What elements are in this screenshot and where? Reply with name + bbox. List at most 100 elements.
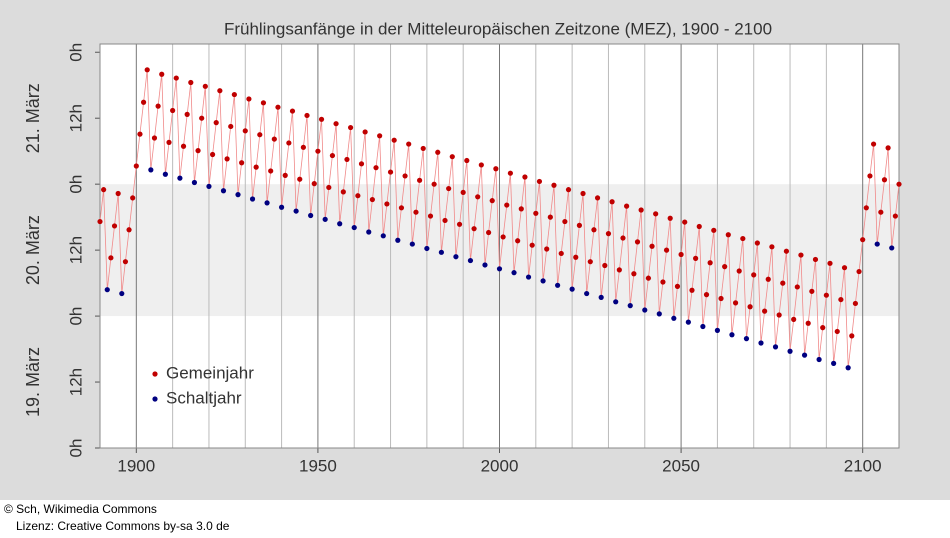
data-point (787, 348, 793, 354)
data-point (783, 248, 790, 254)
data-point (460, 189, 466, 196)
day-label: 20. März (23, 215, 43, 285)
data-point (340, 189, 346, 195)
data-point (177, 175, 183, 181)
data-point (442, 217, 448, 224)
data-point (576, 222, 583, 228)
data-point (308, 212, 314, 219)
data-point (166, 139, 172, 145)
data-point (663, 247, 670, 253)
data-point (253, 164, 259, 170)
data-point (398, 205, 405, 211)
data-point (754, 240, 760, 246)
data-point (369, 196, 375, 203)
data-point (605, 231, 612, 237)
data-point (155, 103, 161, 109)
data-point (493, 166, 499, 172)
data-point (246, 96, 252, 102)
data-point (467, 257, 474, 264)
data-point (199, 115, 205, 121)
data-point (384, 201, 390, 207)
data-point (820, 325, 826, 331)
data-point (812, 256, 819, 263)
x-tick-label: 2100 (844, 456, 882, 475)
data-point (613, 299, 619, 305)
y-tick-label: 12h (66, 368, 85, 396)
data-point (823, 292, 829, 298)
data-point (409, 241, 415, 247)
data-point (119, 290, 125, 297)
data-point (529, 242, 535, 248)
data-point (565, 187, 572, 193)
data-point (809, 288, 815, 294)
data-point (609, 199, 615, 205)
data-point (740, 235, 746, 242)
data-point (420, 145, 426, 152)
data-point (282, 172, 288, 178)
data-point (300, 144, 306, 150)
data-point (511, 270, 517, 276)
data-point (841, 265, 848, 271)
data-point (97, 218, 103, 225)
data-point (667, 215, 673, 221)
data-point (242, 128, 248, 134)
data-point (431, 181, 437, 187)
data-point (202, 83, 208, 89)
x-tick-label: 1900 (117, 456, 155, 475)
data-point (337, 221, 343, 227)
data-point (671, 315, 677, 321)
data-point (344, 156, 350, 163)
data-point (304, 112, 310, 119)
data-point (413, 209, 419, 215)
data-point (220, 188, 227, 194)
data-point (845, 365, 851, 371)
data-point (634, 239, 641, 245)
data-point (228, 123, 234, 130)
data-point (151, 135, 158, 141)
data-point (122, 259, 129, 265)
legend-marker (152, 396, 158, 402)
license: Lizenz: Creative Commons by-sa 3.0 de (16, 519, 230, 533)
data-point (173, 75, 179, 81)
data-point (751, 272, 757, 278)
data-point (278, 204, 285, 210)
data-point (798, 252, 804, 258)
data-point (326, 184, 332, 191)
data-point (885, 145, 891, 151)
data-point (496, 266, 503, 272)
data-point (333, 121, 339, 127)
data-point (660, 279, 666, 285)
data-point (235, 192, 241, 198)
data-point (769, 244, 775, 250)
data-point (816, 356, 822, 363)
data-point (148, 167, 154, 173)
data-point (540, 278, 546, 284)
data-point (424, 245, 430, 252)
data-point (260, 100, 267, 106)
data-point (551, 182, 557, 188)
day-label: 19. März (23, 347, 43, 417)
data-point (366, 229, 372, 235)
data-point (780, 280, 786, 286)
data-point (184, 111, 190, 117)
data-point (133, 163, 139, 169)
data-point (718, 295, 724, 302)
data-point (362, 129, 368, 135)
data-point (170, 107, 176, 114)
data-point (373, 165, 379, 171)
data-point (486, 229, 492, 236)
y-tick-label: 12h (66, 104, 85, 132)
data-point (286, 140, 292, 146)
data-point (656, 311, 662, 317)
data-point (126, 227, 132, 233)
data-point (693, 255, 699, 261)
data-point (696, 223, 702, 230)
data-point (347, 124, 354, 131)
data-point (456, 221, 463, 227)
data-point (417, 177, 423, 183)
data-point (525, 274, 532, 280)
chart-title: Frühlingsanfänge in der Mitteleuropäisch… (224, 19, 772, 38)
data-point (834, 328, 840, 335)
data-point (137, 131, 143, 137)
